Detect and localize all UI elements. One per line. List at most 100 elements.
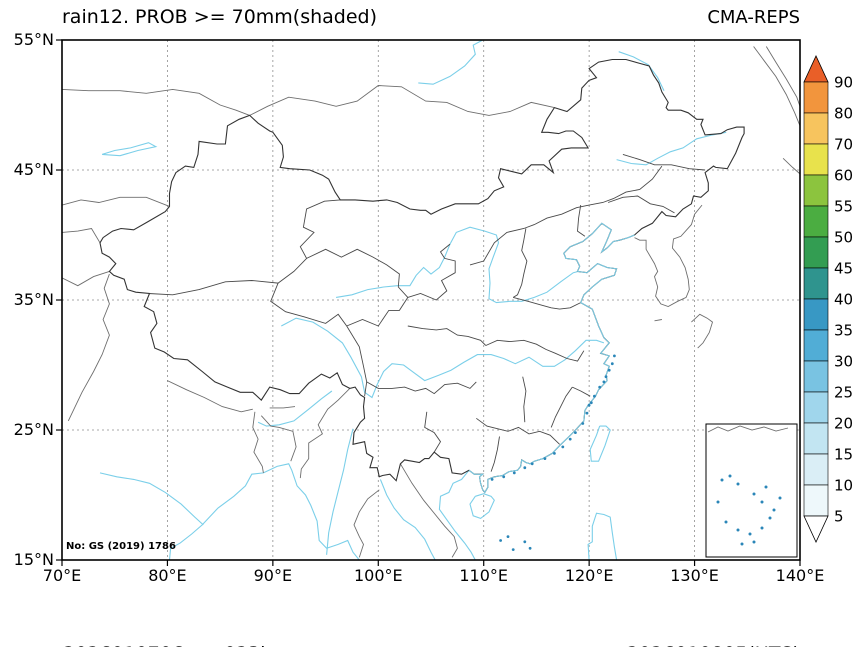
foreign-border-path [691,313,714,349]
colorbar-tick-label: 50 [834,229,853,247]
x-tick-label: 100°E [353,566,403,585]
foreign-border-path [62,227,101,244]
foreign-border-path [400,463,458,558]
foreign-border-path [269,406,296,409]
colorbar-band [803,174,829,207]
province-border-path [513,296,581,310]
coastal-island-dot [593,394,596,398]
map-plot [56,39,801,566]
province-border-path [424,411,442,453]
y-tick-label: 35°N [13,290,54,309]
river-coastline-path [379,479,436,560]
coastal-island-dot [604,375,608,379]
colorbar-tick-label: 35 [834,322,853,340]
inset-island-dot [764,485,768,489]
inset-island-dot [752,492,756,496]
province-border-path [476,417,560,445]
river-coastline-path [589,425,611,462]
model-name-label: CMA-REPS [707,7,800,28]
colorbar-band [803,267,829,300]
foreign-border-path [62,270,110,287]
coastal-island-dot [587,403,591,407]
colorbar-band [803,112,829,145]
foreign-border-path [353,489,380,558]
y-tick-label: 15°N [13,550,54,569]
province-border-path [622,153,706,171]
inset-island-dot [716,500,720,504]
coastal-island-dot [574,431,577,434]
foreign-border-path [299,388,351,479]
river-coastline-path [281,317,605,399]
inset-coast-path [707,425,789,433]
province-border-path [550,386,573,428]
colorbar-band [803,391,829,424]
foreign-border-path [654,319,662,322]
inset-island-dot [736,528,740,532]
province-border-path [572,386,591,397]
coastal-island-dot [610,362,614,366]
foreign-border-path [252,411,264,473]
coastal-island-dot [589,401,593,405]
foreign-border-path [782,157,800,175]
river-coastline-path [99,472,204,526]
province-border-path [490,436,500,472]
coastal-island-dot [523,540,527,544]
colorbar-tick-label: 70 [834,136,853,154]
license-note: No: GS (2019) 1786 [66,541,176,552]
foreign-border-path [249,85,555,116]
province-border-path [469,165,663,266]
valid-time-block: 2026010805(UTC) 2026010813(CST) [627,584,800,647]
x-tick-label: 140°E [775,566,825,585]
foreign-border-path [62,196,170,207]
colorbar-tick-label: 25 [834,384,853,402]
x-tick-label: 70°E [42,566,82,585]
init-time-utc-line: 2026010706 + 023h [63,640,272,647]
colorbar-tick-label: 5 [834,508,844,526]
coastal-island-dot [561,445,565,449]
coastal-island-dot [530,462,534,466]
valid-time-utc-line: 2026010805(UTC) [627,640,800,647]
river-coastline-path [336,226,579,304]
river-coastline-path [616,131,727,166]
colorbar-tick-label: 45 [834,260,853,278]
x-tick-label: 80°E [148,566,187,585]
inset-frame [705,423,798,558]
colorbar-band [803,236,829,269]
foreign-border-path [753,46,800,126]
china-coastline-path [468,222,635,494]
coastal-island-dot [553,452,556,455]
province-border-path [366,381,477,395]
province-border-path [512,228,528,298]
river-coastline-path [326,428,354,555]
colorbar-tick-label: 20 [834,415,853,433]
inset-island-dot [736,482,740,486]
x-tick-label: 130°E [670,566,719,585]
inset-island-dot [724,520,728,524]
coastal-island-dot [512,471,516,475]
foreign-border-path [67,273,110,422]
colorbar-tick-label: 15 [834,446,853,464]
coastal-island-dot [499,539,502,542]
province-border-path [522,376,527,423]
colorbar-band [803,422,829,455]
inset-island-dot [760,500,764,504]
river-coastline-path [438,469,476,560]
x-tick-label: 90°E [253,566,293,585]
foreign-border-path [634,204,703,307]
province-border-path [148,199,341,296]
colorbar-band [803,298,829,331]
x-tick-label: 120°E [564,566,614,585]
river-coastline-path [257,390,333,427]
x-tick-label: 110°E [459,566,509,585]
colorbar-band [803,81,829,114]
colorbar-tick-label: 40 [834,291,853,309]
inset-island-dot [740,542,744,546]
coastal-island-dot [598,385,602,389]
coastal-island-dot [543,457,547,460]
coastal-island-dot [602,380,606,384]
river-coastline-path [587,512,618,560]
coastal-island-dot [523,466,527,470]
coastal-island-dot [502,475,506,479]
river-coastline-path [418,40,483,85]
